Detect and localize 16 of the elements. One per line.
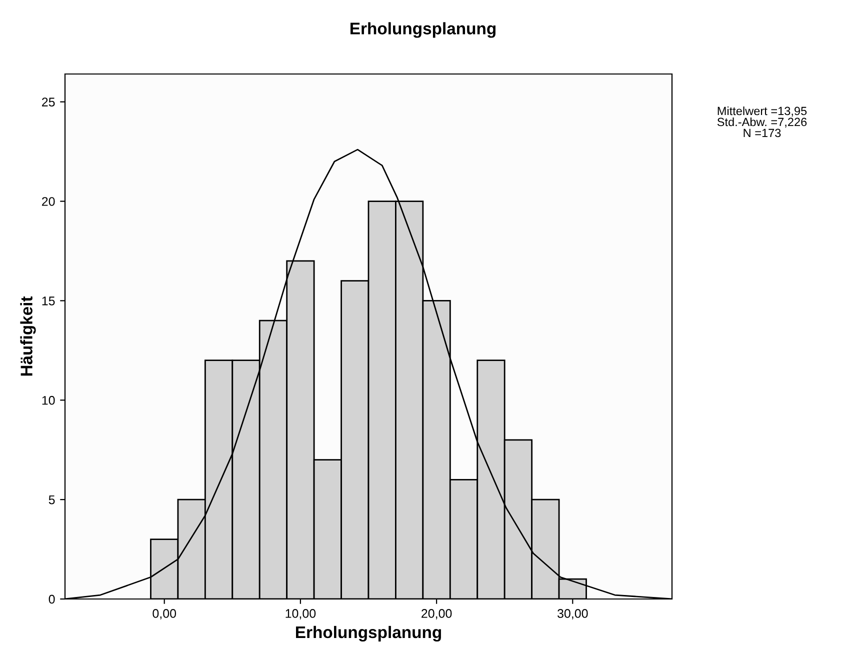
chart-title: Erholungsplanung [350, 22, 496, 38]
y-tick-label: 25 [42, 98, 55, 106]
x-tick-label: 30,00 [557, 609, 588, 620]
y-tick-label: 0 [48, 594, 55, 604]
text: Mittelwert =13,95 [718, 106, 807, 117]
y-tick-label: 10 [42, 396, 55, 405]
x-axis-title: Erholungsplanung [296, 626, 441, 642]
text: Std.-Abw. =7,226 [717, 118, 807, 128]
x-tick-label: 10,00 [286, 609, 316, 620]
x-tick-label: 20,00 [422, 609, 452, 620]
x-tick-label: 0,00 [152, 609, 176, 620]
y-tick-label: 15 [42, 296, 55, 306]
y-tick-label: 5 [48, 496, 55, 504]
y-tick-label: 20 [42, 197, 55, 206]
text: N =173 [744, 128, 781, 138]
y-axis-title: Häufigkeit [20, 296, 36, 376]
